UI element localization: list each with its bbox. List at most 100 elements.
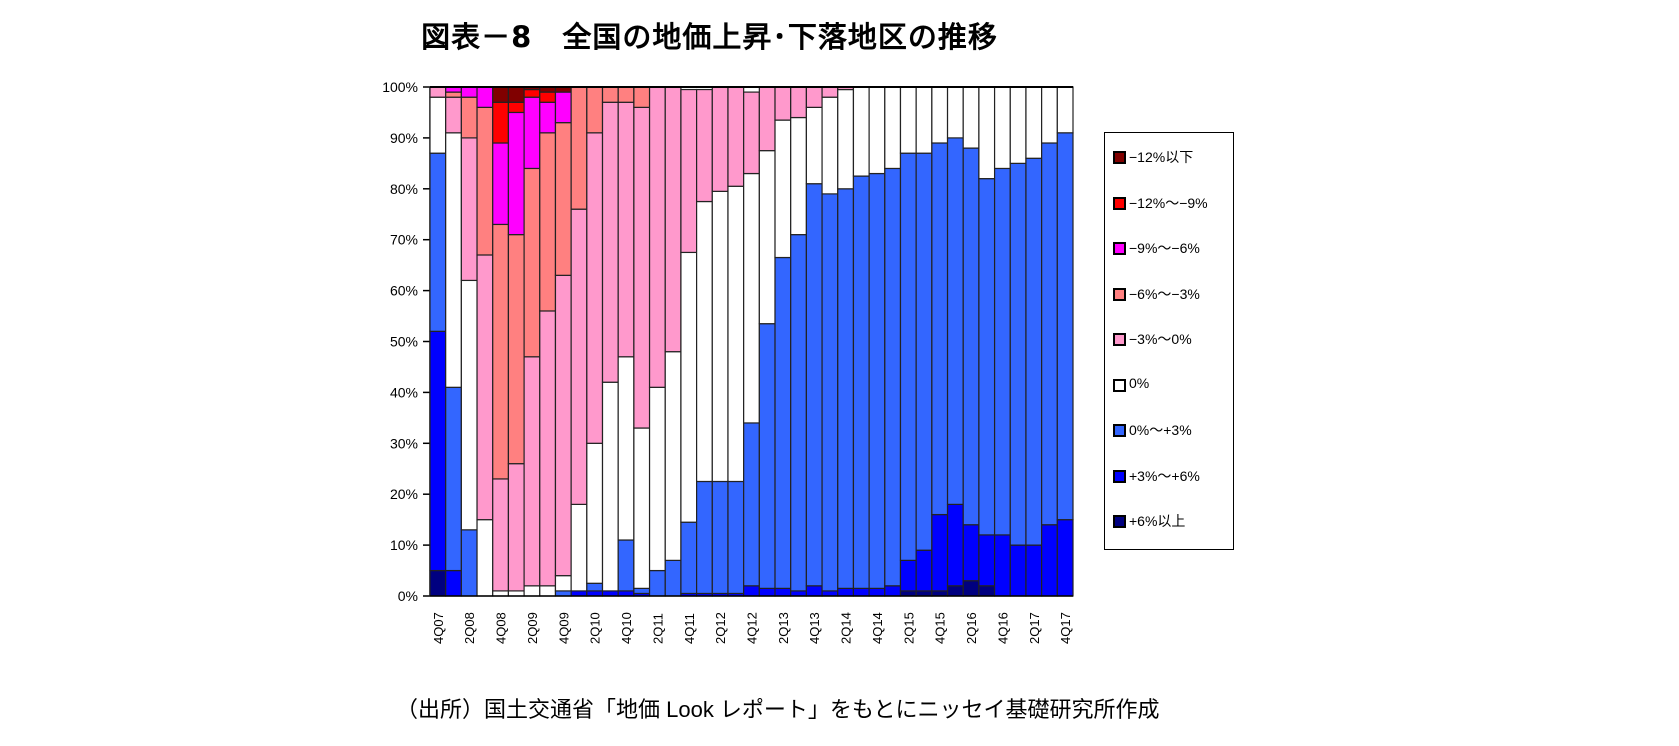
bar-segment: [664, 559, 682, 597]
bar-stack-1Q14: [821, 86, 839, 597]
bar-segment: [554, 590, 572, 597]
chart-title: 図表－8 全国の地価上昇･下落地区の推移: [421, 20, 998, 54]
bar-segment: [523, 96, 541, 170]
x-tick-label: 2Q09: [525, 612, 540, 644]
bar-stack-2Q16: [962, 86, 980, 597]
legend-item: −9%〜−6%: [1105, 238, 1233, 284]
y-tick-label: 20%: [390, 486, 418, 502]
bar-segment: [492, 478, 510, 592]
bar-segment: [790, 590, 807, 597]
bar-segment: [758, 323, 776, 589]
bar-segment: [633, 427, 651, 589]
bar-segment: [821, 590, 839, 597]
bar-stack-1Q11: [633, 86, 651, 597]
bar-segment: [586, 132, 604, 444]
bar-segment: [460, 529, 478, 597]
bar-segment: [429, 96, 447, 154]
bar-stack-3Q10: [601, 86, 619, 597]
bar-segment: [821, 86, 839, 98]
legend-item: −12%〜−9%: [1105, 193, 1233, 239]
legend-swatch: [1113, 287, 1126, 301]
bar-segment: [899, 590, 917, 597]
bar-segment: [915, 86, 933, 154]
bar-segment: [523, 356, 541, 587]
bar-segment: [586, 582, 604, 592]
legend-swatch: [1113, 333, 1126, 346]
bar-stack-3Q16: [978, 86, 996, 597]
bar-segment: [601, 590, 619, 597]
bar-segment: [962, 86, 980, 149]
bar-stack-3Q12: [727, 86, 745, 597]
bar-stack-4Q09: [554, 86, 572, 597]
bar-segment: [899, 559, 917, 592]
bar-stack-2Q11: [648, 86, 666, 597]
bar-stack-1Q15: [884, 86, 902, 597]
x-tick-label: 2Q16: [964, 612, 979, 644]
x-tick-label: 2Q11: [650, 613, 665, 644]
bar-segment: [743, 91, 760, 175]
bar-segment: [743, 172, 760, 424]
bar-segment: [821, 96, 839, 195]
bar-segment: [601, 86, 619, 103]
bar-stack-2Q13: [774, 86, 792, 597]
bar-segment: [539, 585, 557, 597]
bar-stack-4Q11: [680, 88, 698, 597]
bar-segment: [507, 101, 525, 114]
y-tick-label: 40%: [390, 384, 418, 400]
bar-stack-3Q15: [915, 86, 933, 597]
bar-segment: [1025, 157, 1043, 546]
bar-segment: [727, 480, 745, 595]
legend-label: −6%〜−3%: [1129, 285, 1200, 302]
bar-segment: [805, 183, 823, 587]
bar-stack-4Q14: [868, 86, 886, 597]
y-tick-label: 50%: [390, 334, 418, 350]
x-tick-label: 2Q17: [1027, 612, 1042, 644]
bar-segment: [837, 88, 855, 190]
x-tick-label: 4Q17: [1058, 612, 1073, 644]
bar-segment: [774, 86, 792, 121]
bar-segment: [993, 86, 1011, 170]
legend-swatch: [1113, 469, 1126, 483]
x-tick-label: 4Q08: [494, 612, 509, 644]
legend-swatch: [1113, 515, 1126, 528]
bar-segment: [1056, 519, 1074, 597]
bar-segment: [680, 88, 698, 254]
bar-segment: [523, 88, 541, 98]
bar-stack-2Q09: [523, 86, 541, 597]
bar-segment: [507, 463, 525, 592]
bar-segment: [523, 585, 541, 597]
bar-segment: [476, 86, 494, 108]
legend-label: −3%〜0%: [1129, 331, 1192, 347]
legend-swatch: [1113, 424, 1126, 437]
bar-segment: [852, 175, 870, 589]
bar-segment: [790, 234, 807, 592]
y-tick-label: 30%: [390, 435, 418, 451]
bar-segment: [931, 513, 949, 592]
bar-stack-4Q13: [805, 86, 823, 597]
bar-segment: [554, 91, 572, 124]
x-tick-label: 4Q07: [431, 612, 446, 644]
bar-segment: [711, 86, 729, 192]
bar-segment: [554, 274, 572, 577]
bar-segment: [837, 587, 855, 597]
bar-segment: [648, 86, 666, 388]
bar-segment: [774, 119, 792, 259]
bar-segment: [445, 386, 462, 572]
bar-segment: [460, 137, 478, 282]
bar-segment: [429, 569, 447, 597]
bar-segment: [617, 101, 635, 358]
bar-segment: [774, 256, 792, 589]
bar-stack-3Q11: [664, 86, 682, 597]
legend: −12%以下 −12%〜−9% −9%〜−6% −6%〜−3% −3%〜0% 0% 0%〜+…: [1104, 132, 1234, 550]
bar-segment: [993, 167, 1011, 536]
bar-stack-4Q17: [1056, 86, 1074, 597]
bar-stack-3Q08: [476, 86, 494, 597]
bar-segment: [633, 106, 651, 429]
bar-segment: [601, 101, 619, 383]
bar-stack-2Q17: [1025, 86, 1043, 597]
bar-segment: [460, 86, 478, 98]
bar-segment: [507, 234, 525, 465]
y-tick-label: 80%: [390, 181, 418, 197]
bar-segment: [586, 442, 604, 584]
bar-segment: [962, 524, 980, 582]
